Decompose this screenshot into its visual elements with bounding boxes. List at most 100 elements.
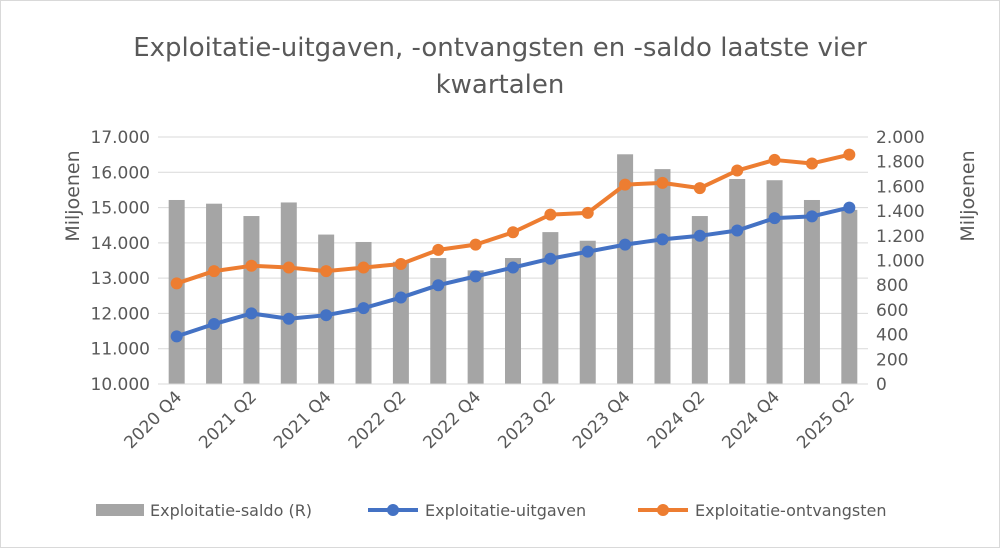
exploitatie-uitgaven-point bbox=[469, 270, 482, 283]
exploitatie-uitgaven-point bbox=[656, 233, 669, 246]
exploitatie-ontvangsten-point bbox=[432, 243, 445, 256]
exploitatie-ontvangsten-point bbox=[394, 258, 407, 271]
x-tick-label: 2022 Q4 bbox=[419, 387, 485, 453]
exploitatie-ontvangsten-point bbox=[656, 176, 669, 189]
chart-title-line2: kwartalen bbox=[436, 70, 565, 100]
saldo-bar bbox=[542, 232, 559, 384]
saldo-bar bbox=[691, 216, 708, 384]
exploitatie-ontvangsten-point bbox=[320, 265, 333, 278]
saldo-bar bbox=[766, 180, 783, 384]
x-tick-label: 2023 Q4 bbox=[569, 387, 635, 453]
legend-marker-ontvangsten bbox=[657, 504, 669, 516]
exploitatie-ontvangsten-point bbox=[544, 208, 557, 221]
left-tick-label: 11.000 bbox=[91, 340, 150, 360]
exploitatie-ontvangsten-point bbox=[507, 226, 519, 239]
chart-title-line1: Exploitatie-uitgaven, -ontvangsten en -s… bbox=[133, 33, 867, 63]
exploitatie-uitgaven-point bbox=[693, 229, 706, 242]
exploitatie-ontvangsten-point bbox=[805, 157, 818, 170]
right-tick-label: 1.800 bbox=[876, 153, 925, 173]
exploitatie-ontvangsten-point bbox=[282, 261, 295, 274]
exploitatie-ontvangsten-point bbox=[731, 164, 744, 177]
left-tick-label: 12.000 bbox=[91, 304, 150, 324]
saldo-bar bbox=[654, 169, 671, 384]
saldo-bar bbox=[505, 258, 521, 384]
left-axis-title: Miljoenen bbox=[62, 150, 84, 241]
right-tick-label: 1.200 bbox=[876, 227, 925, 247]
right-tick-label: 1.400 bbox=[876, 202, 925, 222]
exploitatie-uitgaven-point bbox=[432, 279, 445, 292]
exploitatie-uitgaven-point bbox=[544, 252, 557, 265]
legend-marker-uitgaven bbox=[387, 504, 399, 516]
legend-swatch-saldo bbox=[96, 504, 144, 516]
exploitatie-uitgaven-point bbox=[357, 302, 370, 315]
x-tick-label: 2025 Q2 bbox=[793, 387, 859, 453]
exploitatie-ontvangsten-point bbox=[843, 148, 856, 161]
saldo-bar bbox=[841, 209, 858, 384]
saldo-bar bbox=[280, 202, 297, 384]
exploitatie-uitgaven-point bbox=[731, 224, 744, 237]
saldo-bar bbox=[392, 261, 409, 384]
x-tick-label: 2021 Q4 bbox=[270, 387, 336, 453]
legend-label-saldo: Exploitatie-saldo (R) bbox=[150, 501, 312, 520]
saldo-bar bbox=[206, 203, 223, 384]
right-tick-label: 0 bbox=[876, 375, 887, 395]
exploitatie-ontvangsten-point bbox=[357, 261, 370, 274]
saldo-bar bbox=[579, 240, 596, 384]
exploitatie-uitgaven-point bbox=[208, 318, 221, 331]
exploitatie-uitgaven-point bbox=[843, 201, 856, 214]
left-axis: 10.000 11.000 12.000 13.000 14.000 15.000 16.0… bbox=[91, 128, 150, 395]
exploitatie-uitgaven-point bbox=[768, 212, 781, 225]
right-tick-label: 400 bbox=[876, 326, 908, 346]
legend: Exploitatie-saldo (R) Exploitatie-uitgave… bbox=[96, 501, 887, 520]
right-axis-title: Miljoenen bbox=[957, 150, 979, 241]
left-tick-label: 13.000 bbox=[91, 269, 150, 289]
legend-label-uitgaven: Exploitatie-uitgaven bbox=[425, 501, 586, 520]
exploitatie-uitgaven-point bbox=[581, 245, 594, 258]
exploitatie-ontvangsten-point bbox=[581, 206, 594, 219]
right-tick-label: 2.000 bbox=[876, 128, 925, 148]
exploitatie-uitgaven-point bbox=[619, 238, 632, 251]
line-series bbox=[170, 148, 856, 343]
right-tick-label: 800 bbox=[876, 276, 908, 296]
right-tick-label: 200 bbox=[876, 350, 908, 370]
exploitatie-ontvangsten-point bbox=[693, 182, 706, 195]
left-tick-label: 15.000 bbox=[91, 199, 150, 219]
exploitatie-ontvangsten-point bbox=[208, 265, 221, 278]
exploitatie-ontvangsten-point bbox=[619, 178, 632, 191]
exploitatie-uitgaven-point bbox=[245, 307, 258, 320]
legend-label-ontvangsten: Exploitatie-ontvangsten bbox=[695, 501, 887, 520]
x-tick-label: 2020 Q4 bbox=[121, 387, 187, 453]
left-tick-label: 10.000 bbox=[91, 375, 150, 395]
saldo-bar bbox=[617, 154, 634, 384]
left-tick-label: 17.000 bbox=[91, 128, 150, 148]
exploitatie-ontvangsten-point bbox=[245, 259, 258, 272]
saldo-bar bbox=[729, 178, 746, 384]
right-axis: 0 200 400 600 800 1.000 1.200 1.400 1.600 1.800 2.… bbox=[876, 128, 925, 395]
exploitatie-ontvangsten-point bbox=[768, 153, 781, 166]
saldo-bar bbox=[467, 270, 484, 384]
exploitatie-uitgaven-point bbox=[170, 330, 183, 343]
saldo-bar bbox=[803, 199, 820, 384]
x-axis: 2020 Q4 2021 Q2 2021 Q4 2022 Q2 2022 Q4 2023 … bbox=[121, 383, 868, 453]
saldo-bar bbox=[430, 258, 447, 384]
x-tick-label: 2021 Q2 bbox=[195, 387, 261, 453]
exploitatie-uitgaven-point bbox=[282, 312, 295, 325]
exploitatie-uitgaven-point bbox=[394, 291, 407, 304]
saldo-bar bbox=[243, 216, 260, 384]
x-tick-label: 2023 Q2 bbox=[494, 387, 560, 453]
x-tick-label: 2024 Q4 bbox=[718, 387, 784, 453]
exploitatie-ontvangsten-point bbox=[170, 277, 183, 290]
exploitatie-uitgaven-point bbox=[805, 210, 818, 223]
exploitatie-uitgaven-point bbox=[320, 309, 333, 322]
saldo-bar bbox=[168, 199, 185, 384]
x-tick-label: 2022 Q2 bbox=[345, 387, 411, 453]
left-tick-label: 16.000 bbox=[91, 163, 150, 183]
x-tick-label: 2024 Q2 bbox=[644, 387, 710, 453]
right-tick-label: 1.000 bbox=[876, 252, 925, 272]
right-tick-label: 600 bbox=[876, 301, 908, 321]
exploitatie-ontvangsten-point bbox=[469, 238, 482, 251]
right-tick-label: 1.600 bbox=[876, 177, 925, 197]
left-tick-label: 14.000 bbox=[91, 234, 150, 254]
